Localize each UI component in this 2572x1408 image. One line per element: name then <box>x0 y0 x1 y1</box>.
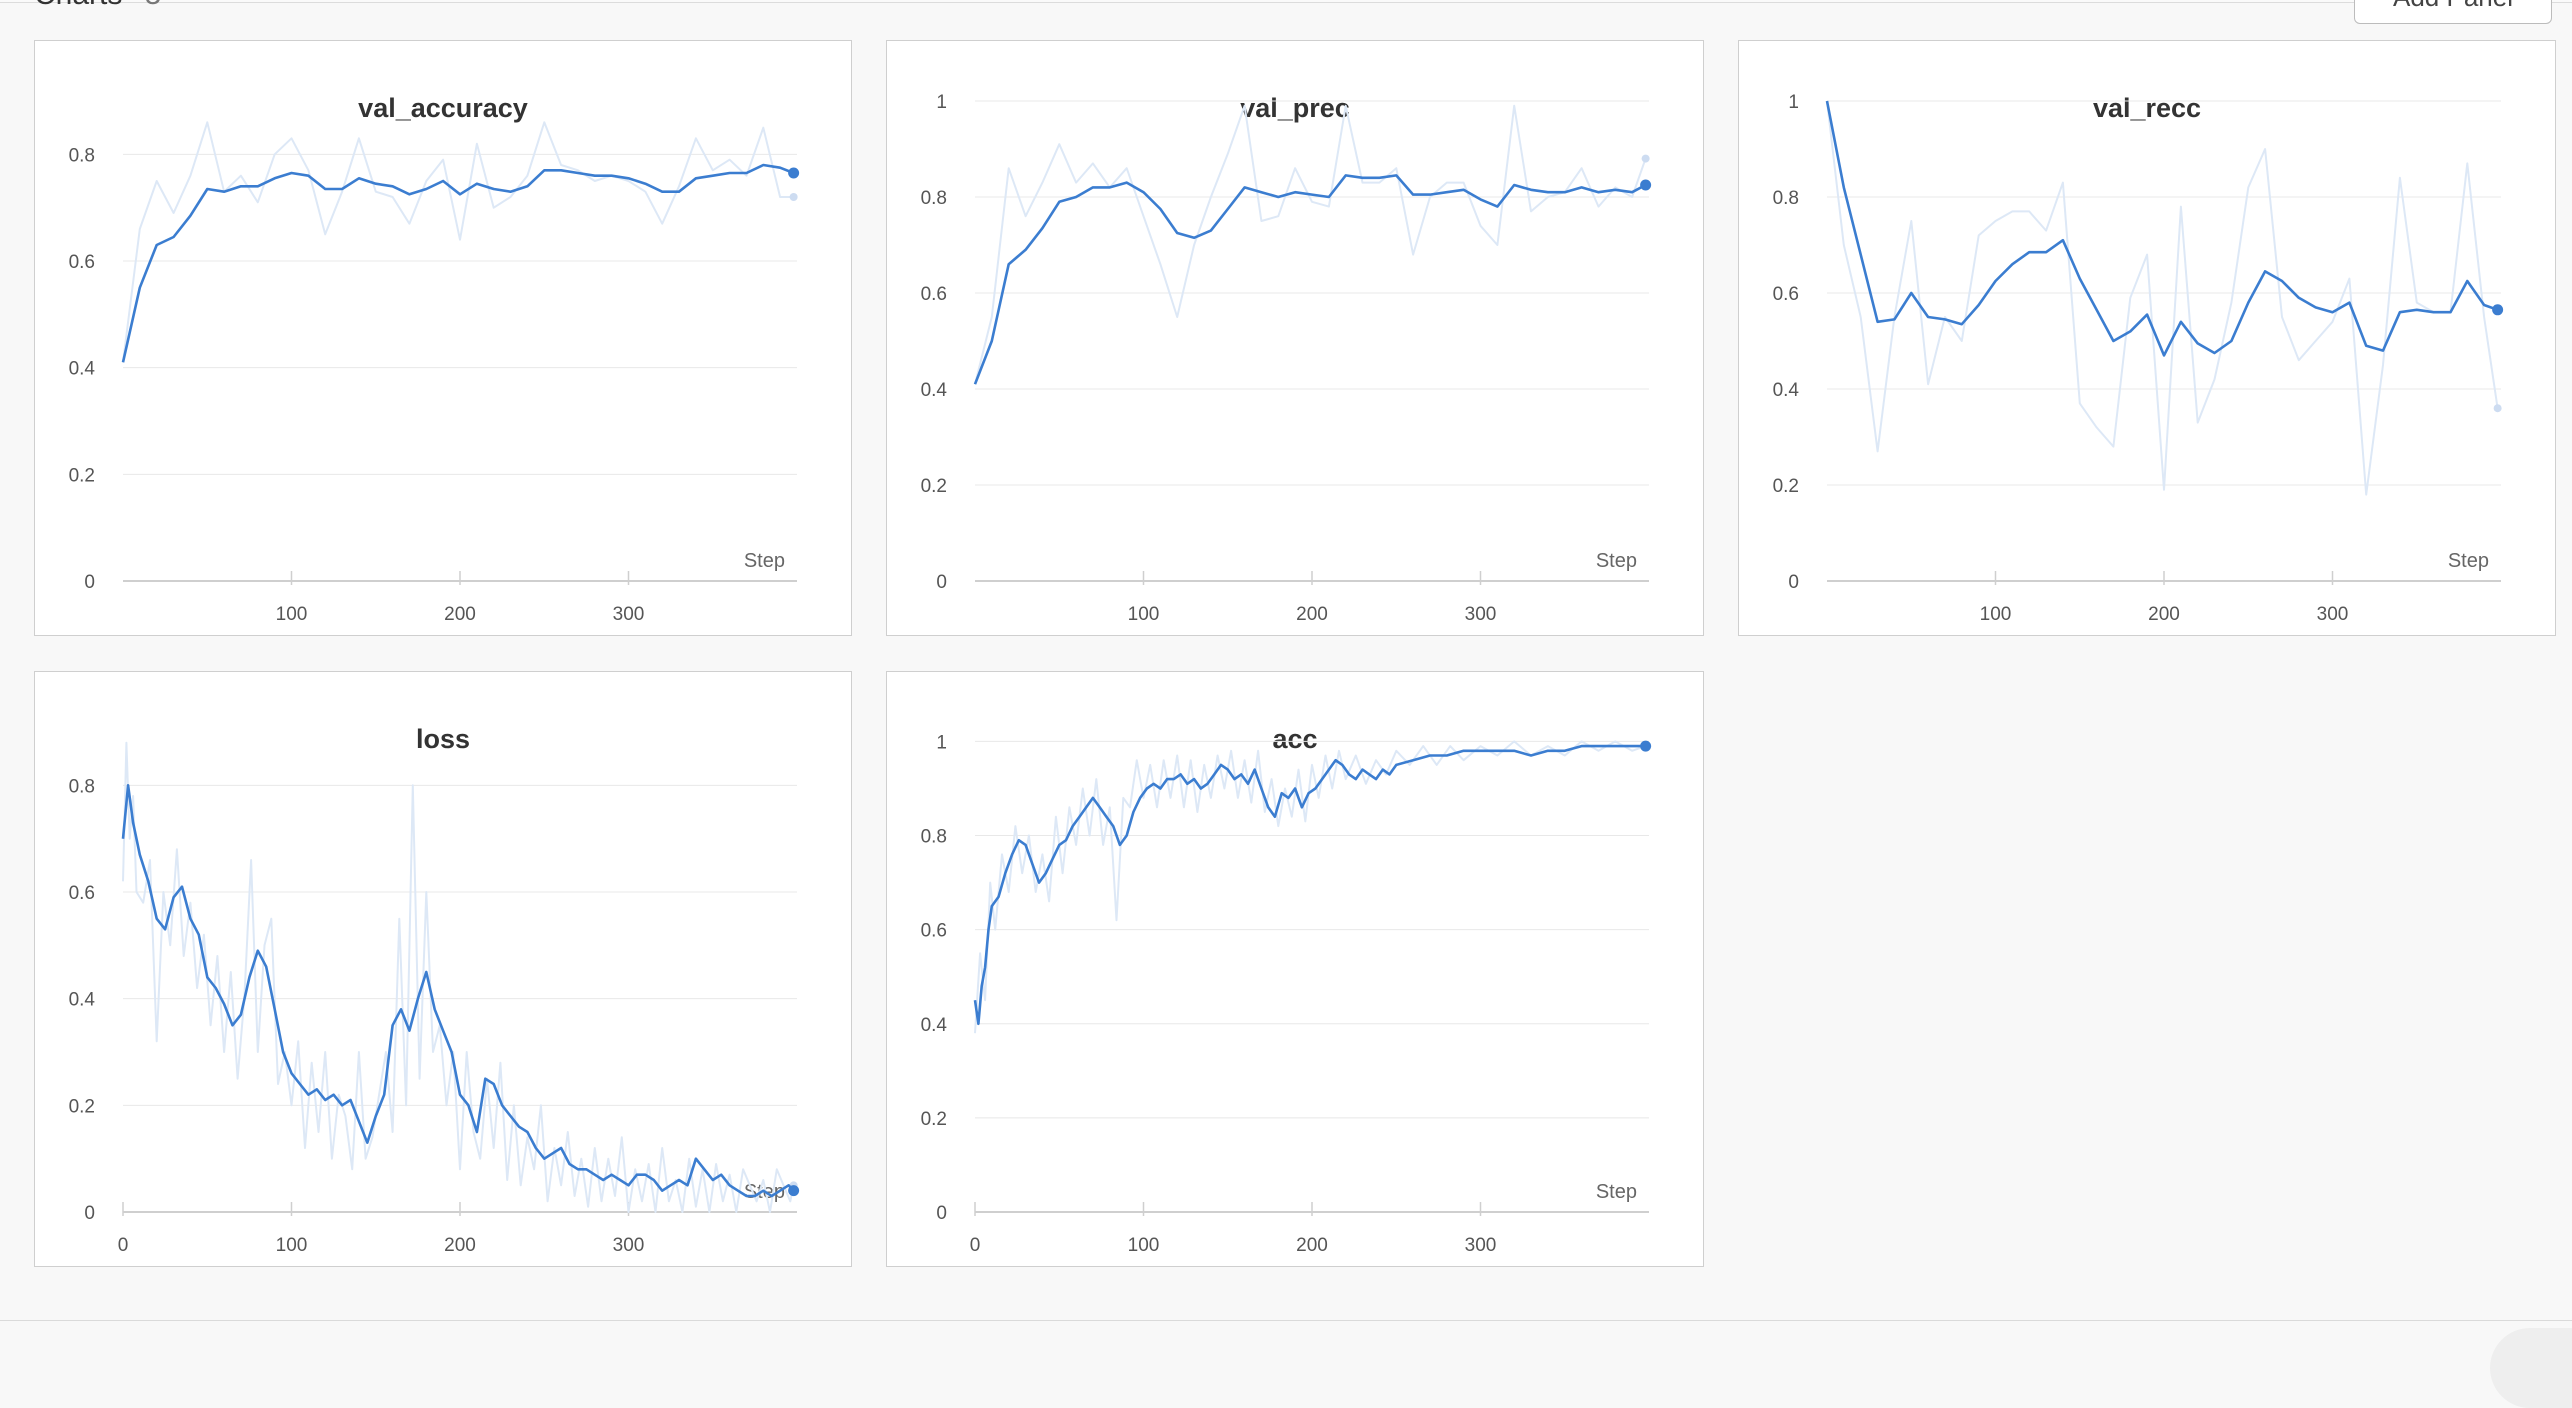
y-tick-label: 0.8 <box>1773 188 1799 209</box>
top-divider <box>0 0 2572 3</box>
x-tick-label: 100 <box>1980 604 2012 625</box>
y-tick-label: 0.2 <box>69 1096 95 1117</box>
chart-panel-loss[interactable]: loss 0 0.2 0.4 0.6 0.8 0 100 200 300 Step <box>34 671 852 1267</box>
x-tick-label: 100 <box>1128 604 1160 625</box>
y-tick-label: 1 <box>936 732 947 753</box>
y-tick-label: 0.6 <box>921 284 947 305</box>
x-tick-label: 300 <box>613 1235 645 1256</box>
x-axis-label: Step <box>1596 550 1637 572</box>
raw-series-line <box>122 741 795 1213</box>
y-tick-label: 0 <box>84 1203 95 1224</box>
raw-series-line <box>974 740 1646 1034</box>
chart-panel-val-prec[interactable]: val_prec 0 0.2 0.4 0.6 0.8 1 100 200 300 Step <box>886 40 1704 636</box>
smoothed-series-line <box>1825 100 2499 357</box>
y-tick-label: 0.8 <box>921 827 947 848</box>
smoothed-last-point <box>2492 304 2504 316</box>
y-tick-label: 0 <box>936 572 947 593</box>
section-count: 5 <box>145 0 162 11</box>
chart-svg: 0 0.2 0.4 0.6 0.8 1 100 200 300 Step <box>1773 92 2504 625</box>
y-tick-label: 0.4 <box>921 380 948 401</box>
chart-title: val_prec <box>1240 93 1350 123</box>
x-tick-label: 200 <box>444 604 476 625</box>
y-tick-label: 0.6 <box>1773 284 1799 305</box>
x-axis-label: Step <box>1596 1181 1637 1203</box>
y-tick-label: 0.2 <box>921 476 947 497</box>
add-panel-button[interactable]: Add Panel <box>2354 0 2552 24</box>
smoothed-last-point <box>1640 740 1652 752</box>
x-axis-label: Step <box>744 550 785 572</box>
raw-series-line <box>1826 100 2499 496</box>
smoothed-last-point <box>788 167 800 179</box>
scroll-handle[interactable] <box>2490 1328 2572 1408</box>
smoothed-series-line <box>973 174 1647 385</box>
y-tick-label: 1 <box>1788 92 1799 113</box>
section-title-label: Charts <box>34 0 122 11</box>
x-tick-label: 300 <box>1465 1235 1497 1256</box>
y-tick-label: 0 <box>936 1203 947 1224</box>
chart-svg: 0 0.2 0.4 0.6 0.8 100 200 300 Step <box>69 121 800 625</box>
raw-last-point <box>1641 154 1650 163</box>
x-tick-label: 300 <box>613 604 645 625</box>
y-tick-label: 0.4 <box>69 990 96 1011</box>
raw-series-line <box>122 121 794 363</box>
y-tick-label: 1 <box>936 92 947 113</box>
footer-divider <box>0 1320 2572 1321</box>
chart-svg: 0 0.2 0.4 0.6 0.8 1 0 100 200 300 Step <box>921 732 1652 1256</box>
x-tick-label: 300 <box>1465 604 1497 625</box>
y-tick-label: 0.6 <box>69 252 95 273</box>
y-tick-label: 0.8 <box>69 145 95 166</box>
y-tick-label: 0.4 <box>69 359 96 380</box>
y-tick-label: 0 <box>1788 572 1799 593</box>
y-tick-label: 0.4 <box>921 1015 948 1036</box>
chart-title: loss <box>415 724 471 754</box>
y-tick-label: 0 <box>84 572 95 593</box>
x-axis-label: Step <box>2448 550 2489 572</box>
chart-title: val_accuracy <box>358 93 528 123</box>
y-tick-label: 0.2 <box>1773 476 1799 497</box>
raw-last-point <box>789 193 798 201</box>
smoothed-series-line <box>121 163 795 363</box>
x-tick-label: 200 <box>444 1235 476 1256</box>
x-tick-label: 0 <box>118 1235 129 1256</box>
y-tick-label: 0.2 <box>69 465 95 486</box>
chart-title: acc <box>1272 724 1318 754</box>
add-panel-label: Add Panel <box>2393 0 2513 13</box>
x-tick-label: 200 <box>2148 604 2180 625</box>
section-title[interactable]: Charts 5 <box>34 0 161 12</box>
x-tick-label: 200 <box>1296 1235 1328 1256</box>
smoothed-series-line <box>973 744 1646 1026</box>
y-tick-label: 0.8 <box>69 776 95 797</box>
y-tick-label: 0.4 <box>1773 380 1800 401</box>
y-tick-label: 0.2 <box>921 1109 947 1130</box>
y-tick-label: 0.6 <box>69 883 95 904</box>
smoothed-last-point <box>1640 179 1652 191</box>
chart-panel-val-accuracy[interactable]: val_accuracy 0 0.2 0.4 0.6 0.8 100 200 300 Step <box>34 40 852 636</box>
chart-panel-acc[interactable]: acc 0 0.2 0.4 0.6 0.8 1 0 100 200 300 Step <box>886 671 1704 1267</box>
y-tick-label: 0.8 <box>921 188 947 209</box>
x-tick-label: 200 <box>1296 604 1328 625</box>
chart-svg: 0 0.2 0.4 0.6 0.8 1 100 200 300 Step <box>921 92 1652 625</box>
x-tick-label: 300 <box>2317 604 2349 625</box>
chart-panel-val-recc[interactable]: val_recc 0 0.2 0.4 0.6 0.8 1 100 200 300 Step <box>1738 40 2556 636</box>
x-tick-label: 100 <box>1128 1235 1160 1256</box>
y-tick-label: 0.6 <box>921 921 947 942</box>
x-tick-label: 100 <box>276 1235 308 1256</box>
raw-last-point <box>2493 404 2502 413</box>
x-tick-label: 100 <box>276 604 308 625</box>
chart-title: val_recc <box>2092 93 2202 123</box>
x-tick-label: 0 <box>970 1235 981 1256</box>
smoothed-series-line <box>121 784 795 1198</box>
raw-series-line <box>974 104 1647 385</box>
smoothed-last-point <box>788 1185 800 1197</box>
